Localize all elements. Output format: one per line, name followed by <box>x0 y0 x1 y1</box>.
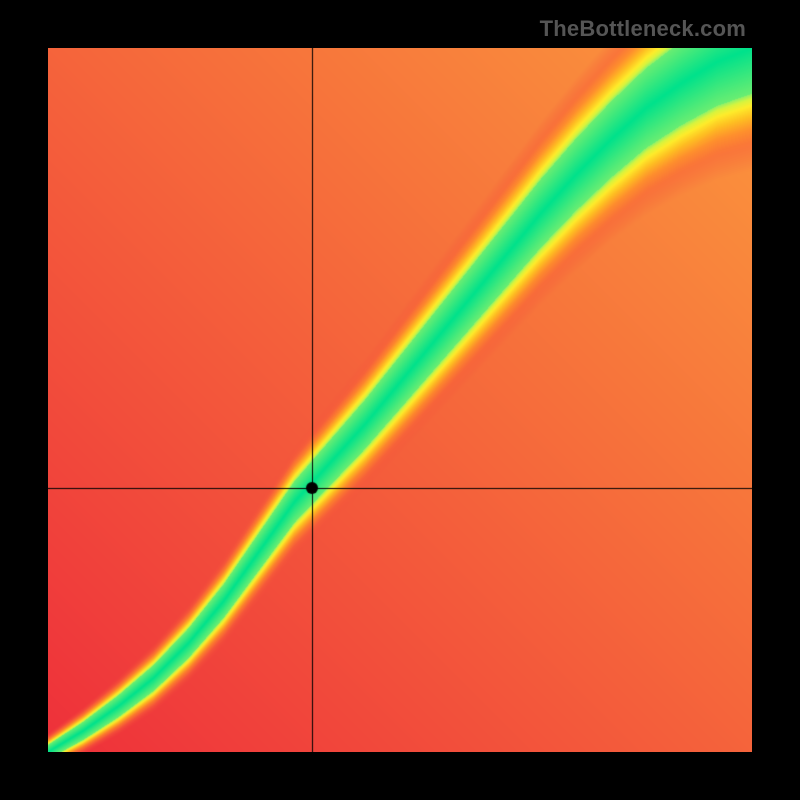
watermark-text: TheBottleneck.com <box>540 16 746 42</box>
heatmap-canvas <box>48 48 752 752</box>
figure-container: TheBottleneck.com <box>0 0 800 800</box>
heatmap-plot <box>48 48 752 752</box>
